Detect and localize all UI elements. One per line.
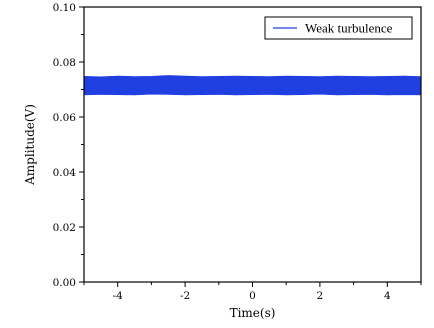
y-tick-label-4: 0.08 — [53, 57, 76, 69]
legend-box — [264, 16, 413, 40]
x-tick-label-4: 4 — [384, 290, 391, 302]
x-axis-title: Time(s) — [230, 306, 276, 320]
legend: Weak turbulence — [264, 16, 413, 40]
x-tick-label-1: -2 — [180, 290, 190, 302]
legend-label-0: Weak turbulence — [305, 21, 393, 36]
axes-layer: -4 -2 0 2 4 0.00 0.02 0.04 0.06 0.08 0.10 — [53, 2, 422, 302]
y-tick-label-5: 0.10 — [53, 2, 76, 14]
x-tick-label-0: -4 — [113, 290, 124, 302]
y-tick-label-1: 0.02 — [53, 222, 76, 234]
series-noise-0 — [83, 76, 422, 95]
plot-layer — [83, 75, 422, 96]
x-tick-label-3: 2 — [317, 290, 324, 302]
series-line-0 — [83, 76, 422, 95]
y-tick-label-2: 0.04 — [53, 167, 77, 179]
y-tick-label-0: 0.00 — [53, 277, 76, 289]
y-tick-label-3: 0.06 — [53, 112, 77, 124]
plot-frame — [83, 6, 422, 283]
y-axis-title: Amplitude(V) — [23, 104, 37, 186]
x-tick-label-2: 0 — [249, 290, 256, 302]
